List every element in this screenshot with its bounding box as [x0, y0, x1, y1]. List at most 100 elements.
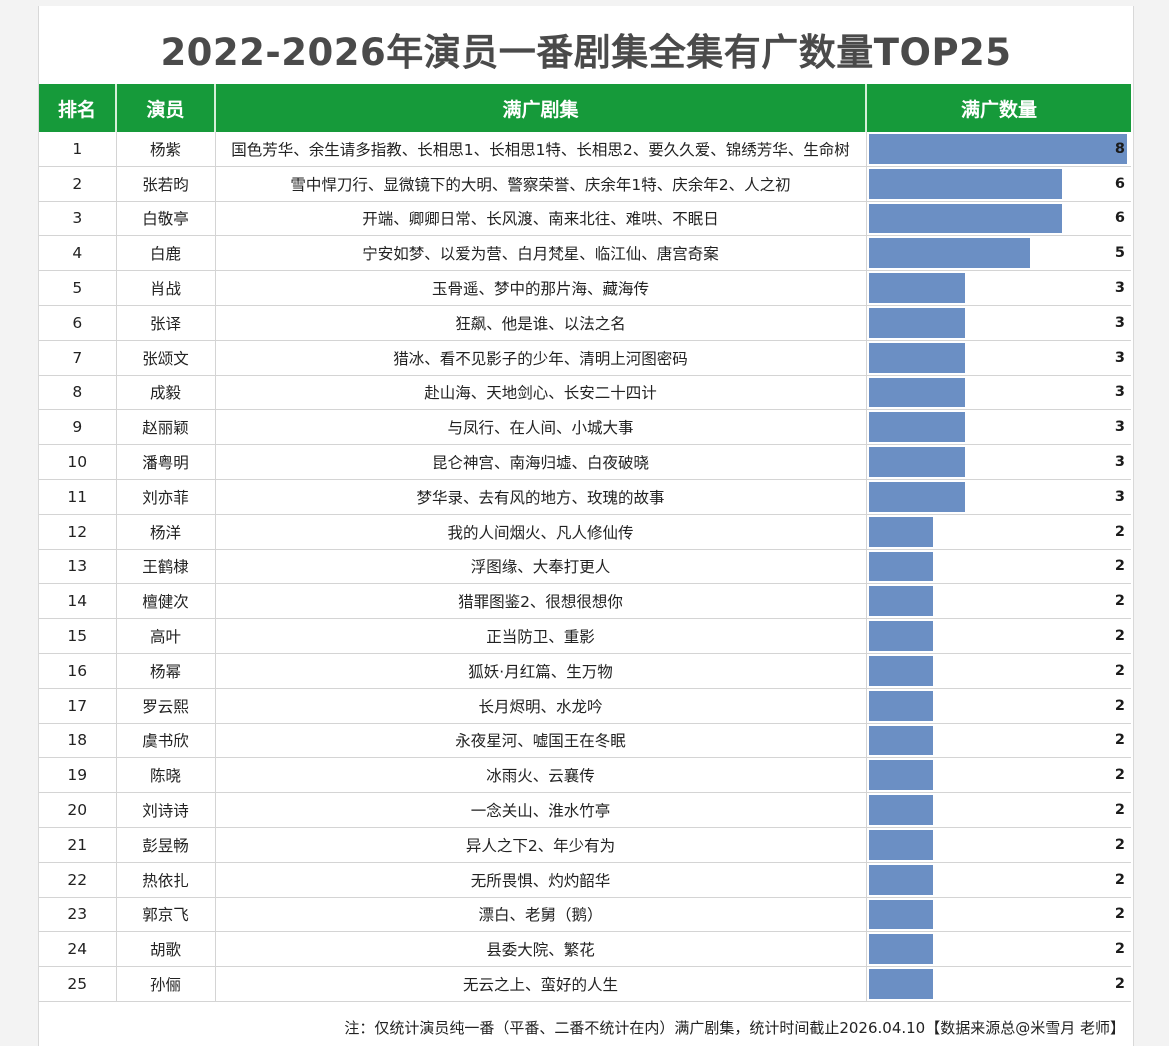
bar-value-label: 2 [1114, 941, 1125, 958]
bar [868, 795, 933, 825]
table-row: 4 白鹿 宁安如梦、以爱为营、白月梵星、临江仙、唐宫奇案 5 [39, 235, 1131, 272]
bar [868, 273, 966, 303]
bar-value-label: 2 [1114, 767, 1125, 784]
dramas-cell: 梦华录、去有风的地方、玫瑰的故事 [215, 479, 867, 515]
rank-cell: 20 [39, 792, 117, 828]
table-row: 10 潘粤明 昆仑神宫、南海归墟、白夜破晓 3 [39, 444, 1131, 480]
actor-cell: 王鹤棣 [116, 549, 216, 585]
rank-cell: 22 [39, 862, 117, 898]
table-row: 21 彭昱畅 异人之下2、年少有为 2 [39, 827, 1131, 863]
bar-value-label: 3 [1114, 454, 1125, 471]
actor-cell: 杨洋 [116, 514, 216, 550]
header-row: 排名 演员 满广剧集 满广数量 [39, 84, 1131, 132]
actor-cell: 肖战 [116, 270, 216, 306]
chart-frame: 2022-2026年演员一番剧集全集有广数量TOP25 排名 演员 满广剧集 满… [38, 6, 1134, 1046]
count-cell: 3 [866, 340, 1131, 376]
actor-cell: 张颂文 [116, 340, 216, 376]
bar [868, 516, 933, 547]
bar [868, 168, 1062, 199]
header-count: 满广数量 [866, 84, 1131, 132]
table-row: 25 孙俪 无云之上、蛮好的人生 2 [39, 966, 1131, 1002]
bar-value-label: 2 [1114, 523, 1125, 540]
bar [868, 238, 1030, 269]
actor-cell: 成毅 [116, 375, 216, 411]
table-row: 14 檀健次 猎罪图鉴2、很想很想你 2 [39, 583, 1131, 620]
count-cell: 2 [866, 583, 1131, 620]
bar [868, 377, 966, 408]
dramas-cell: 狐妖·月红篇、生万物 [215, 653, 867, 689]
bar-value-label: 2 [1114, 697, 1125, 714]
bar [868, 203, 1062, 234]
table-row: 2 张若昀 雪中悍刀行、显微镜下的大明、警察荣誉、庆余年1特、庆余年2、人之初 6 [39, 166, 1131, 202]
table-row: 16 杨幂 狐妖·月红篇、生万物 2 [39, 653, 1131, 689]
dramas-cell: 长月烬明、水龙吟 [215, 688, 867, 724]
table-row: 6 张译 狂飙、他是谁、以法之名 3 [39, 305, 1131, 341]
actor-cell: 潘粤明 [116, 444, 216, 480]
actor-cell: 杨幂 [116, 653, 216, 689]
bar-value-label: 3 [1114, 419, 1125, 436]
count-cell: 2 [866, 653, 1131, 689]
rank-cell: 10 [39, 444, 117, 480]
rank-cell: 1 [39, 132, 117, 167]
actor-cell: 虞书欣 [116, 723, 216, 759]
bar-value-label: 2 [1114, 558, 1125, 575]
bar-value-label: 6 [1114, 175, 1125, 192]
bar-value-label: 2 [1114, 906, 1125, 923]
count-cell: 2 [866, 618, 1131, 654]
dramas-cell: 无云之上、蛮好的人生 [215, 966, 867, 1002]
count-cell: 2 [866, 827, 1131, 863]
bar-value-label: 6 [1114, 210, 1125, 227]
bar-value-label: 2 [1114, 628, 1125, 645]
rank-cell: 17 [39, 688, 117, 724]
rank-cell: 13 [39, 549, 117, 585]
bar [868, 725, 933, 756]
count-cell: 3 [866, 375, 1131, 411]
bar [868, 760, 933, 791]
bar [868, 551, 933, 582]
bar-value-label: 2 [1114, 593, 1125, 610]
bar-value-label: 2 [1114, 976, 1125, 993]
actor-cell: 赵丽颖 [116, 409, 216, 446]
count-cell: 3 [866, 479, 1131, 515]
table-row: 12 杨洋 我的人间烟火、凡人修仙传 2 [39, 514, 1131, 550]
bar [868, 447, 966, 477]
rank-cell: 12 [39, 514, 117, 550]
bar [868, 481, 966, 512]
actor-cell: 孙俪 [116, 966, 216, 1002]
table-row: 18 虞书欣 永夜星河、嘘国王在冬眠 2 [39, 723, 1131, 759]
count-cell: 5 [866, 235, 1131, 272]
dramas-cell: 玉骨遥、梦中的那片海、藏海传 [215, 270, 867, 306]
rank-cell: 8 [39, 375, 117, 411]
table-row: 17 罗云熙 长月烬明、水龙吟 2 [39, 688, 1131, 724]
rank-cell: 15 [39, 618, 117, 654]
actor-cell: 白敬亭 [116, 201, 216, 237]
dramas-cell: 我的人间烟火、凡人修仙传 [215, 514, 867, 550]
actor-cell: 刘亦菲 [116, 479, 216, 515]
chart-title: 2022-2026年演员一番剧集全集有广数量TOP25 [160, 31, 1012, 74]
bar [868, 586, 933, 617]
dramas-cell: 昆仑神宫、南海归墟、白夜破晓 [215, 444, 867, 480]
count-cell: 2 [866, 514, 1131, 550]
actor-cell: 郭京飞 [116, 897, 216, 933]
dramas-cell: 雪中悍刀行、显微镜下的大明、警察荣誉、庆余年1特、庆余年2、人之初 [215, 166, 867, 202]
header-dramas: 满广剧集 [215, 84, 867, 132]
actor-cell: 杨紫 [116, 132, 216, 167]
bar-value-label: 3 [1114, 280, 1125, 297]
rank-cell: 2 [39, 166, 117, 202]
bar-value-label: 3 [1114, 314, 1125, 331]
dramas-cell: 无所畏惧、灼灼韶华 [215, 862, 867, 898]
table-row: 5 肖战 玉骨遥、梦中的那片海、藏海传 3 [39, 270, 1131, 306]
actor-cell: 高叶 [116, 618, 216, 654]
count-cell: 2 [866, 549, 1131, 585]
dramas-cell: 国色芳华、余生请多指教、长相思1、长相思1特、长相思2、要久久爱、锦绣芳华、生命… [215, 132, 867, 167]
dramas-cell: 狂飙、他是谁、以法之名 [215, 305, 867, 341]
dramas-cell: 异人之下2、年少有为 [215, 827, 867, 863]
actor-cell: 张若昀 [116, 166, 216, 202]
table-row: 24 胡歌 县委大院、繁花 2 [39, 931, 1131, 968]
header-rank: 排名 [39, 84, 117, 132]
bar [868, 655, 933, 686]
actor-cell: 刘诗诗 [116, 792, 216, 828]
rank-cell: 11 [39, 479, 117, 515]
table-row: 22 热依扎 无所畏惧、灼灼韶华 2 [39, 862, 1131, 898]
count-cell: 3 [866, 444, 1131, 480]
